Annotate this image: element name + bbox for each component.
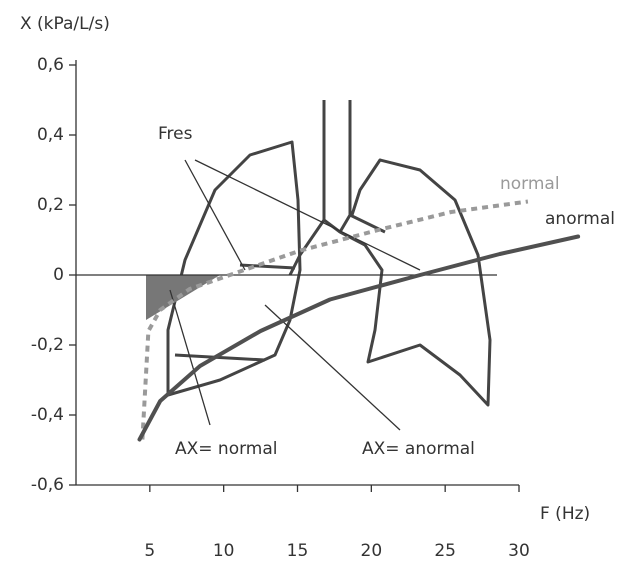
- y-tick-label: 0,4: [37, 125, 64, 145]
- y-tick-label: 0: [53, 265, 64, 285]
- y-tick-label: 0,6: [37, 55, 64, 75]
- x-tick-label: 10: [213, 541, 235, 561]
- chart: X (kPa/L/s) F (Hz) Fres AX= normal AX= a…: [0, 0, 617, 569]
- y-tick-label: -0,4: [31, 405, 64, 425]
- x-tick-label: 30: [508, 541, 530, 561]
- annotation: Fres: [158, 124, 193, 144]
- y-tick-label: -0,6: [31, 475, 64, 495]
- x-axis-label: F (Hz): [540, 504, 590, 524]
- legend-label: anormal: [545, 209, 615, 229]
- legend-label: normal: [500, 174, 560, 194]
- x-tick-label: 5: [144, 541, 155, 561]
- x-tick-label: 15: [287, 541, 309, 561]
- x-tick-label: 25: [434, 541, 456, 561]
- y-tick-label: -0,2: [31, 335, 64, 355]
- annotation: AX= anormal: [362, 439, 475, 459]
- y-tick-label: 0,2: [37, 195, 64, 215]
- annotation: AX= normal: [175, 439, 278, 459]
- y-axis-label: X (kPa/L/s): [20, 14, 110, 34]
- x-tick-label: 20: [361, 541, 383, 561]
- lungs-illustration: [168, 100, 490, 405]
